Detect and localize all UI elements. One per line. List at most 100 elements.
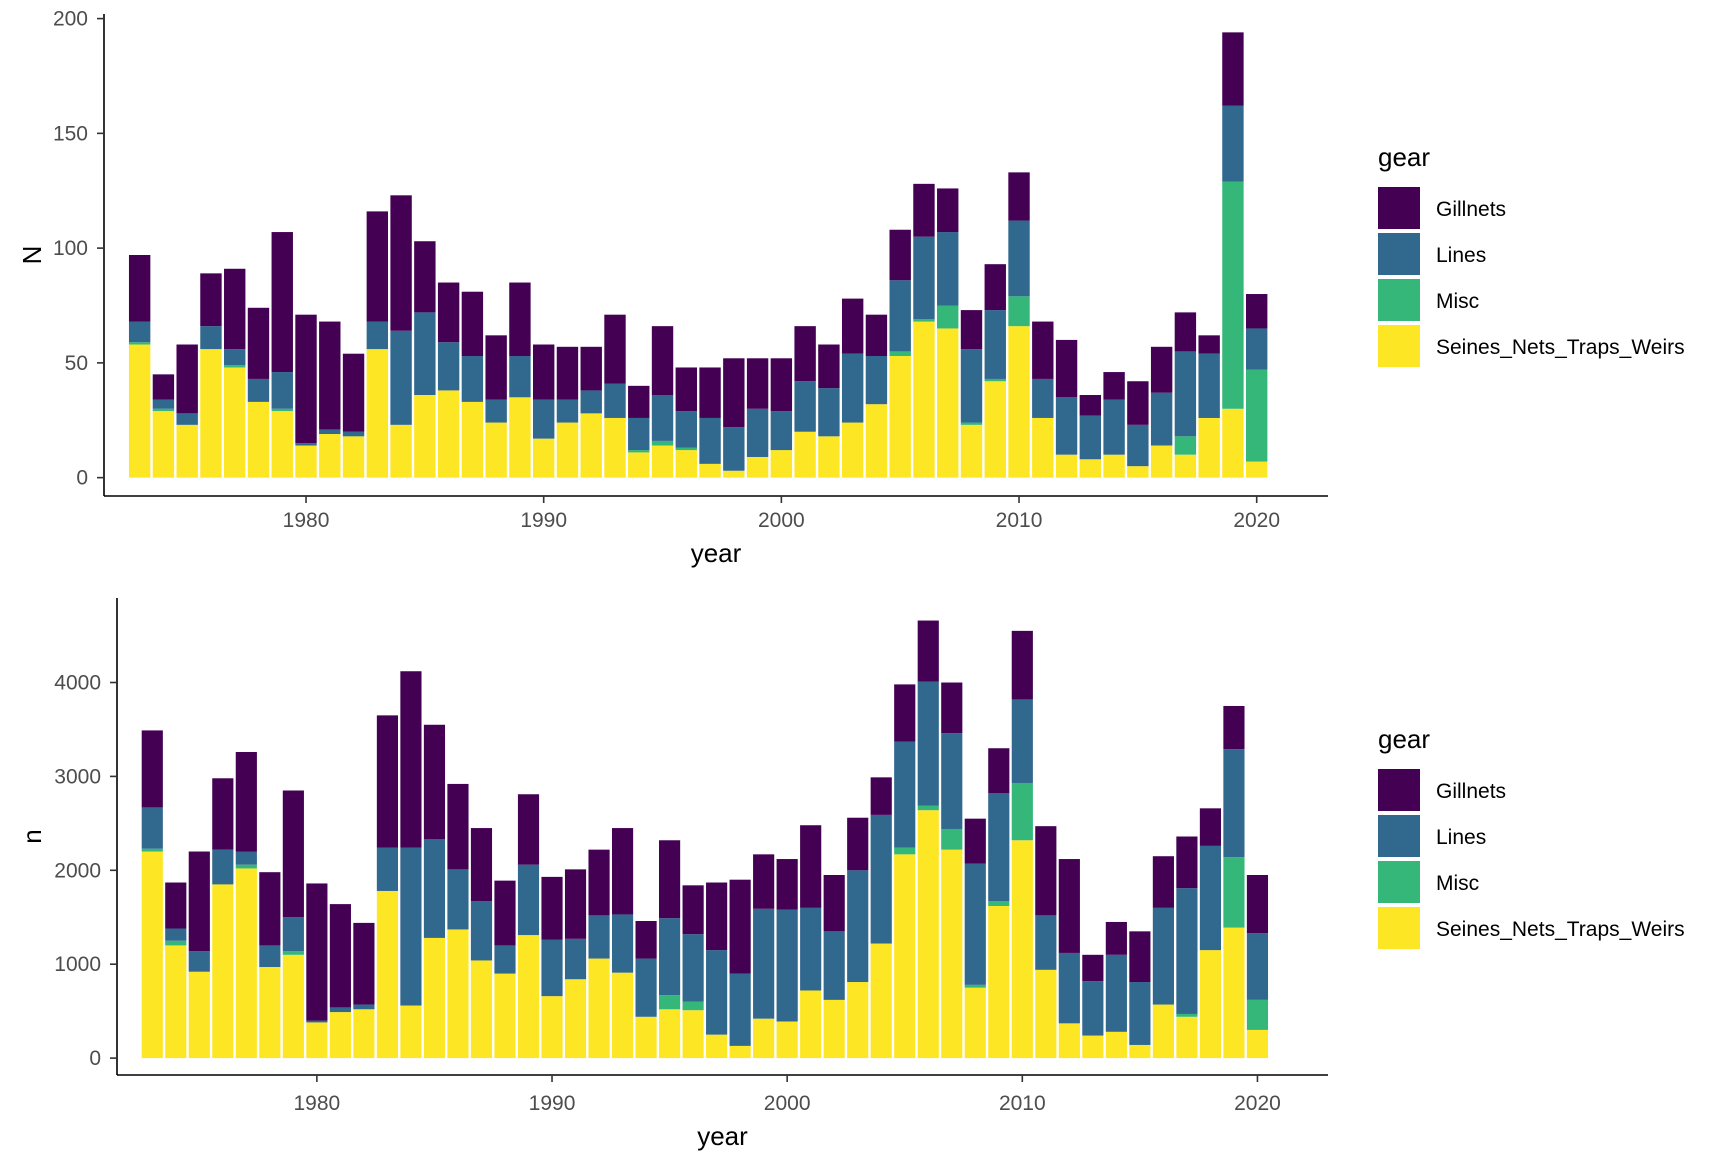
bar-segment	[870, 814, 892, 944]
bar-segment	[329, 1012, 351, 1059]
y-tick-label: 0	[89, 1047, 101, 1070]
bar-segment	[960, 310, 983, 350]
bar-segment	[1246, 294, 1268, 329]
bar-segment	[628, 452, 650, 478]
bar-segment	[212, 884, 234, 1059]
bar-segment	[770, 450, 793, 478]
bar-segment	[224, 367, 246, 478]
bar-segment	[1150, 445, 1173, 478]
bar-segment	[564, 938, 587, 980]
bar-segment	[282, 790, 304, 918]
bars	[141, 620, 1269, 1059]
bar-segment	[295, 314, 317, 444]
bar-segment	[746, 408, 769, 457]
bar-segment	[165, 928, 187, 941]
bar-segment	[1246, 328, 1268, 370]
bar-segment	[984, 378, 1006, 382]
bar-segment	[152, 408, 175, 412]
legend: gear Gillnets Lines Misc Seines_Nets_Traps_W…	[1378, 142, 1685, 367]
bar-segment	[141, 848, 163, 852]
bar-segment	[723, 427, 745, 471]
bar-segment	[376, 847, 398, 891]
bar-segment	[865, 314, 888, 356]
bar-segment	[1176, 836, 1198, 889]
bar-segment	[1058, 859, 1080, 953]
bar-segment	[295, 445, 317, 478]
legend-key	[1378, 279, 1420, 321]
bar-segment	[1055, 339, 1078, 398]
bar-segment	[917, 620, 939, 682]
y-tick-label: 100	[53, 237, 88, 260]
bar-segment	[682, 934, 704, 1002]
bar-segment	[271, 411, 293, 478]
bar-segment	[941, 682, 963, 734]
bar-segment	[437, 390, 460, 478]
bar-segment	[894, 847, 916, 855]
bar-segment	[176, 344, 198, 414]
bar-segment	[128, 321, 151, 343]
bar-segment	[152, 411, 175, 478]
bar-segment	[1008, 326, 1030, 478]
x-tick-label: 1980	[294, 1092, 341, 1115]
bar-segment	[1105, 954, 1127, 1032]
bar-segment	[1223, 705, 1245, 750]
bar-segment	[271, 372, 293, 409]
bar-segment	[390, 424, 412, 478]
bar-segment	[1246, 933, 1269, 1000]
bar-segment	[984, 381, 1006, 478]
bar-segment	[376, 890, 398, 1059]
bar-segment	[1199, 950, 1222, 1059]
bar-segment	[447, 783, 469, 870]
bar-segment	[1058, 1023, 1080, 1059]
bar-segment	[870, 943, 892, 1059]
bar-segment	[1082, 1035, 1104, 1059]
bar-segment	[917, 810, 939, 1059]
bar-segment	[964, 818, 986, 864]
legend-label: Misc	[1436, 872, 1479, 895]
bar-segment	[889, 280, 911, 352]
panel-top-N: 0 50 100 150 200 1980 1990 2000 2010 2020 year Ngea…	[17, 8, 1685, 568]
legend: gear Gillnets Lines Misc Seines_Nets_Traps_W…	[1378, 724, 1685, 949]
bar-segment	[1129, 982, 1151, 1045]
bar-segment	[794, 326, 816, 382]
bar-segment	[1105, 1031, 1127, 1059]
bar-segment	[1246, 1029, 1269, 1059]
bar-segment	[776, 1021, 798, 1059]
y-tick-label: 200	[53, 8, 88, 31]
bar-segment	[675, 367, 697, 412]
bar-segment	[200, 326, 222, 350]
bar-segment	[800, 825, 822, 908]
bar-segment	[319, 429, 341, 435]
x-tick-label: 1990	[529, 1092, 576, 1115]
bar-segment	[1152, 907, 1174, 1005]
bar-segment	[247, 401, 270, 478]
legend-key	[1378, 233, 1420, 275]
bar-segment	[651, 440, 674, 446]
bar-segment	[706, 1034, 728, 1059]
x-tick-label: 1980	[283, 509, 330, 532]
bar-segment	[235, 868, 257, 1059]
bar-segment	[1198, 353, 1220, 418]
bar-segment	[200, 349, 222, 478]
bar-segment	[1082, 954, 1104, 982]
x-tick-label: 2010	[996, 509, 1043, 532]
bar-segment	[376, 715, 398, 848]
bar-segment	[682, 885, 704, 935]
legend-label: Seines_Nets_Traps_Weirs	[1436, 336, 1685, 359]
bar-segment	[188, 971, 210, 1059]
bar-segment	[1174, 312, 1197, 352]
bar-segment	[494, 880, 516, 946]
bar-segment	[342, 431, 365, 437]
bar-segment	[699, 417, 721, 464]
bar-segment	[580, 346, 602, 391]
bar-segment	[1032, 417, 1054, 478]
bar-segment	[517, 935, 540, 1059]
bar-segment	[1035, 915, 1057, 970]
bar-segment	[212, 849, 234, 885]
bar-segment	[271, 232, 293, 373]
bar-segment	[894, 684, 916, 742]
bar-segment	[447, 869, 469, 930]
bar-segment	[259, 945, 281, 968]
bar-segment	[423, 839, 446, 938]
